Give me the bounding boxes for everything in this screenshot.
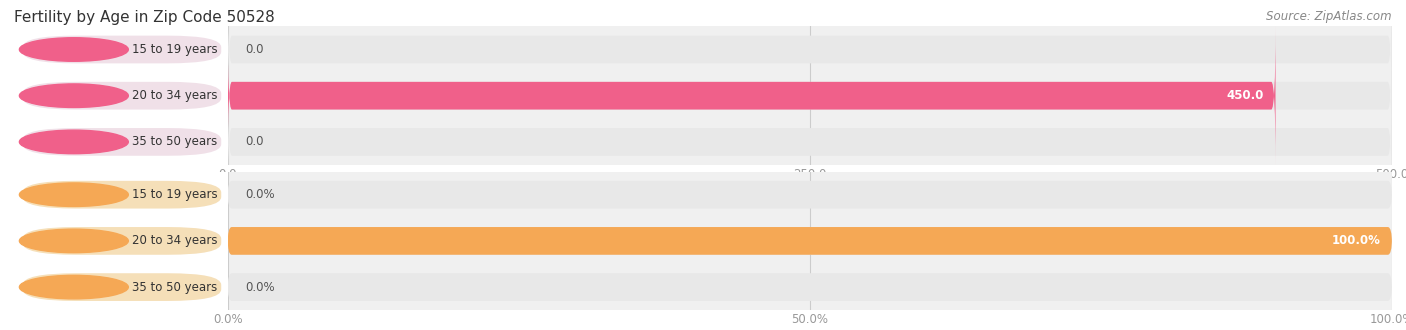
FancyBboxPatch shape <box>22 181 221 209</box>
FancyBboxPatch shape <box>22 273 221 301</box>
FancyBboxPatch shape <box>22 128 221 156</box>
Circle shape <box>20 38 128 61</box>
Circle shape <box>20 183 128 207</box>
Text: 0.0%: 0.0% <box>245 280 274 294</box>
Circle shape <box>20 275 128 299</box>
Circle shape <box>20 84 128 108</box>
Text: 35 to 50 years: 35 to 50 years <box>132 135 217 148</box>
FancyBboxPatch shape <box>228 227 1392 255</box>
FancyBboxPatch shape <box>228 26 1275 165</box>
Text: 450.0: 450.0 <box>1226 89 1264 102</box>
FancyBboxPatch shape <box>228 0 1392 119</box>
FancyBboxPatch shape <box>22 227 221 255</box>
Text: Source: ZipAtlas.com: Source: ZipAtlas.com <box>1267 10 1392 23</box>
FancyBboxPatch shape <box>22 36 221 63</box>
Text: 15 to 19 years: 15 to 19 years <box>132 188 217 201</box>
Text: 0.0: 0.0 <box>245 43 263 56</box>
Text: 20 to 34 years: 20 to 34 years <box>132 89 217 102</box>
Text: 35 to 50 years: 35 to 50 years <box>132 280 217 294</box>
FancyBboxPatch shape <box>228 273 1392 301</box>
FancyBboxPatch shape <box>228 227 1392 255</box>
Text: 100.0%: 100.0% <box>1331 234 1381 248</box>
Circle shape <box>20 130 128 154</box>
FancyBboxPatch shape <box>22 82 221 110</box>
FancyBboxPatch shape <box>228 73 1392 211</box>
Text: 15 to 19 years: 15 to 19 years <box>132 43 217 56</box>
Text: Fertility by Age in Zip Code 50528: Fertility by Age in Zip Code 50528 <box>14 10 274 25</box>
FancyBboxPatch shape <box>228 26 1392 165</box>
Text: 0.0%: 0.0% <box>245 188 274 201</box>
Text: 0.0: 0.0 <box>245 135 263 148</box>
FancyBboxPatch shape <box>228 181 1392 209</box>
Text: 20 to 34 years: 20 to 34 years <box>132 234 217 248</box>
Circle shape <box>20 229 128 253</box>
